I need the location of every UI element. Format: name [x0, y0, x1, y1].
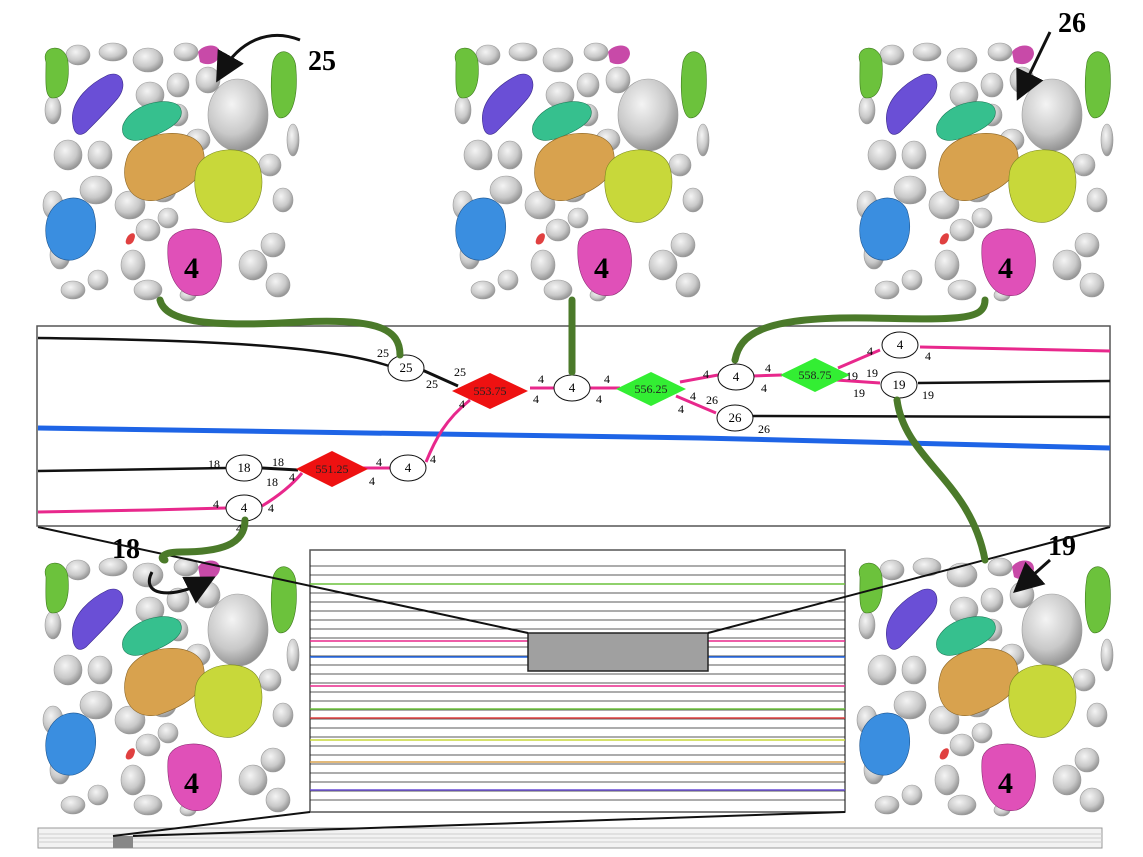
- event-diamond-green[interactable]: 556.25: [616, 372, 686, 406]
- svg-text:19: 19: [893, 377, 906, 392]
- track-4: [37, 506, 227, 514]
- cell-panel-top-left: 4: [37, 39, 300, 302]
- callout-arrow: [1013, 558, 1051, 593]
- zoom-connector: [37, 526, 529, 634]
- node-19[interactable]: 19: [880, 371, 918, 399]
- svg-text:4: 4: [867, 344, 873, 358]
- cell-panel-top-right: 4: [851, 39, 1114, 302]
- timeline-overview-strip[interactable]: [37, 827, 1103, 849]
- callout-label: 25: [308, 46, 336, 77]
- zoom-connector: [132, 811, 846, 837]
- cell-panel-bottom-left: 4: [37, 554, 300, 817]
- node-4[interactable]: 4: [553, 374, 591, 402]
- svg-text:18: 18: [208, 457, 220, 471]
- svg-text:4: 4: [405, 460, 412, 475]
- callout-label: 18: [112, 534, 140, 565]
- svg-text:4: 4: [690, 389, 696, 403]
- track-18: [37, 466, 227, 473]
- node-4[interactable]: 4: [225, 494, 263, 522]
- svg-text:19: 19: [866, 366, 878, 380]
- svg-text:556.25: 556.25: [635, 382, 668, 396]
- track-blue: [37, 425, 1111, 451]
- cell-panel-bottom-right: 4: [851, 554, 1114, 817]
- callout-arrow: [148, 571, 216, 604]
- svg-text:25: 25: [454, 365, 466, 379]
- svg-text:4: 4: [430, 452, 436, 466]
- svg-text:4: 4: [703, 367, 709, 381]
- panel-connector: [156, 296, 989, 564]
- callout-arrow: [216, 33, 301, 83]
- overview-window[interactable]: [113, 836, 133, 848]
- svg-text:4: 4: [236, 521, 242, 535]
- svg-text:4: 4: [289, 470, 295, 484]
- svg-text:4: 4: [376, 455, 382, 469]
- svg-text:4: 4: [733, 369, 740, 384]
- svg-text:4: 4: [765, 361, 771, 375]
- svg-text:19: 19: [853, 386, 865, 400]
- track-4: [261, 472, 304, 508]
- svg-text:25: 25: [377, 346, 389, 360]
- cell-label: 4: [184, 252, 199, 285]
- svg-text:18: 18: [266, 475, 278, 489]
- svg-text:25: 25: [400, 360, 413, 375]
- cell-panel-top-center: 4: [447, 39, 710, 302]
- node-4[interactable]: 4: [389, 454, 427, 482]
- svg-text:18: 18: [272, 455, 284, 469]
- svg-text:553.75: 553.75: [474, 384, 507, 398]
- svg-text:4: 4: [213, 497, 219, 511]
- node-18[interactable]: 18: [225, 454, 263, 482]
- svg-text:551.25: 551.25: [316, 462, 349, 476]
- svg-text:4: 4: [533, 392, 539, 406]
- svg-text:4: 4: [678, 402, 684, 416]
- track-18: [261, 466, 299, 472]
- svg-text:26: 26: [729, 410, 743, 425]
- node-26[interactable]: 26: [716, 404, 754, 432]
- svg-text:18: 18: [238, 460, 251, 475]
- node-4[interactable]: 4: [717, 363, 755, 391]
- svg-text:4: 4: [241, 500, 248, 515]
- svg-text:4: 4: [459, 397, 465, 411]
- node-4[interactable]: 4: [881, 331, 919, 359]
- svg-text:19: 19: [846, 369, 858, 383]
- svg-text:4: 4: [897, 337, 904, 352]
- cell-label: 4: [594, 252, 609, 285]
- track-25: [419, 367, 459, 388]
- svg-text:26: 26: [706, 393, 718, 407]
- svg-text:558.75: 558.75: [799, 368, 832, 382]
- svg-text:4: 4: [538, 372, 544, 386]
- zoom-connector: [707, 526, 1111, 634]
- event-diamond-red[interactable]: 551.25: [296, 451, 368, 487]
- svg-text:4: 4: [925, 349, 931, 363]
- node-25[interactable]: 25: [387, 354, 425, 382]
- svg-text:4: 4: [268, 501, 274, 515]
- svg-text:26: 26: [758, 422, 770, 436]
- zoom-window[interactable]: [527, 632, 709, 672]
- storyline-overview[interactable]: [309, 549, 846, 813]
- callout-label: 19: [1048, 531, 1076, 562]
- svg-text:4: 4: [569, 380, 576, 395]
- svg-text:25: 25: [426, 377, 438, 391]
- cell-label: 4: [998, 252, 1013, 285]
- callout-arrow: [1016, 31, 1052, 101]
- callout-label: 26: [1058, 8, 1086, 39]
- cell-label: 4: [184, 767, 199, 800]
- svg-text:4: 4: [761, 381, 767, 395]
- zoom-connector: [112, 811, 311, 837]
- cell-label: 4: [998, 767, 1013, 800]
- svg-text:4: 4: [604, 372, 610, 386]
- event-diamond-red[interactable]: 553.75: [452, 373, 528, 409]
- svg-text:4: 4: [369, 474, 375, 488]
- event-diamond-green[interactable]: 558.75: [780, 358, 850, 392]
- svg-text:19: 19: [922, 388, 934, 402]
- svg-text:4: 4: [596, 392, 602, 406]
- track-25: [37, 336, 393, 369]
